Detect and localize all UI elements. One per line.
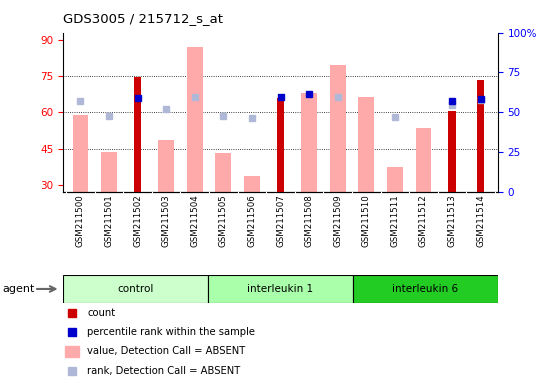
Text: GSM211508: GSM211508	[305, 194, 314, 247]
Text: rank, Detection Call = ABSENT: rank, Detection Call = ABSENT	[87, 366, 240, 376]
Bar	[416, 128, 431, 192]
Text: interleukin 6: interleukin 6	[392, 284, 458, 294]
Bar	[277, 98, 284, 192]
Text: GSM211503: GSM211503	[162, 194, 170, 247]
Bar	[134, 77, 141, 192]
Text: GSM211501: GSM211501	[104, 194, 113, 247]
Text: GDS3005 / 215712_s_at: GDS3005 / 215712_s_at	[63, 12, 223, 25]
Bar	[359, 97, 374, 192]
Text: GSM211511: GSM211511	[390, 194, 399, 247]
Bar	[244, 176, 260, 192]
Text: GSM211504: GSM211504	[190, 194, 199, 247]
Bar	[73, 115, 88, 192]
Text: GSM211507: GSM211507	[276, 194, 285, 247]
Bar	[301, 93, 317, 192]
Text: GSM211512: GSM211512	[419, 194, 428, 247]
Bar	[448, 111, 455, 192]
Text: value, Detection Call = ABSENT: value, Detection Call = ABSENT	[87, 346, 245, 356]
FancyBboxPatch shape	[208, 275, 353, 303]
Bar	[101, 152, 117, 192]
Bar	[387, 167, 403, 192]
Text: GSM211505: GSM211505	[219, 194, 228, 247]
Text: GSM211513: GSM211513	[448, 194, 456, 247]
Text: GSM211500: GSM211500	[76, 194, 85, 247]
Text: percentile rank within the sample: percentile rank within the sample	[87, 327, 255, 337]
Text: control: control	[118, 284, 154, 294]
Text: GSM211509: GSM211509	[333, 194, 342, 247]
Bar	[65, 346, 79, 357]
Bar	[330, 65, 345, 192]
Text: interleukin 1: interleukin 1	[248, 284, 314, 294]
Bar	[216, 153, 231, 192]
Text: GSM211510: GSM211510	[362, 194, 371, 247]
Text: count: count	[87, 308, 116, 318]
FancyBboxPatch shape	[63, 275, 208, 303]
Text: GSM211502: GSM211502	[133, 194, 142, 247]
Text: agent: agent	[3, 284, 35, 294]
Bar	[187, 47, 202, 192]
Text: GSM211514: GSM211514	[476, 194, 485, 247]
Text: GSM211506: GSM211506	[248, 194, 256, 247]
Bar	[158, 140, 174, 192]
FancyBboxPatch shape	[353, 275, 498, 303]
Bar	[477, 80, 484, 192]
